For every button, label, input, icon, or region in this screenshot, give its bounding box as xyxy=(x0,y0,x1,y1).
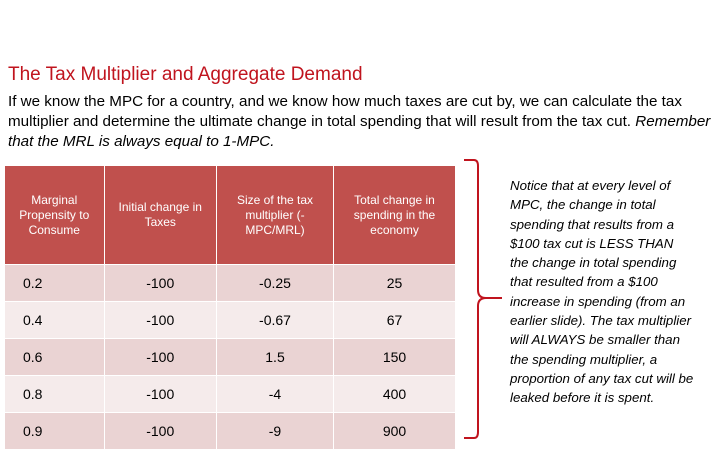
cell-multiplier: -9 xyxy=(216,412,334,449)
cell-mpc: 0.4 xyxy=(5,301,105,339)
cell-multiplier: -0.25 xyxy=(216,264,334,302)
cell-initial-change: -100 xyxy=(104,338,217,376)
table-row: 0.2 -100 -0.25 25 xyxy=(5,264,455,302)
cell-total-change: 150 xyxy=(333,338,455,376)
table-row: 0.9 -100 -9 900 xyxy=(5,412,455,449)
table-row: 0.8 -100 -4 400 xyxy=(5,375,455,413)
right-bracket-icon xyxy=(464,159,502,439)
table-header-row: Marginal Propensity to Consume Initial c… xyxy=(5,166,455,265)
cell-multiplier: 1.5 xyxy=(216,338,334,376)
intro-italic-text: Remember that the MRL is always equal to… xyxy=(8,113,711,150)
cell-mpc: 0.8 xyxy=(5,375,105,413)
slide-title: The Tax Multiplier and Aggregate Demand xyxy=(8,64,363,85)
cell-total-change: 900 xyxy=(333,412,455,449)
cell-mpc: 0.6 xyxy=(5,338,105,376)
cell-total-change: 400 xyxy=(333,375,455,413)
cell-mpc: 0.9 xyxy=(5,412,105,449)
header-mpc: Marginal Propensity to Consume xyxy=(5,166,105,265)
cell-total-change: 67 xyxy=(333,301,455,339)
header-total-change: Total change in spending in the economy xyxy=(333,166,455,265)
header-initial-change: Initial change in Taxes xyxy=(104,166,217,265)
cell-multiplier: -0.67 xyxy=(216,301,334,339)
intro-text: If we know the MPC for a country, and we… xyxy=(8,93,682,130)
header-multiplier-size: Size of the tax multiplier (-MPC/MRL) xyxy=(216,166,334,265)
side-note: Notice that at every level of MPC, the c… xyxy=(510,178,694,406)
table-row: 0.4 -100 -0.67 67 xyxy=(5,301,455,339)
cell-initial-change: -100 xyxy=(104,412,217,449)
tax-multiplier-table: Marginal Propensity to Consume Initial c… xyxy=(5,166,455,449)
cell-initial-change: -100 xyxy=(104,301,217,339)
cell-multiplier: -4 xyxy=(216,375,334,413)
cell-initial-change: -100 xyxy=(104,375,217,413)
cell-total-change: 25 xyxy=(333,264,455,302)
cell-initial-change: -100 xyxy=(104,264,217,302)
cell-mpc: 0.2 xyxy=(5,264,105,302)
intro-paragraph: If we know the MPC for a country, and we… xyxy=(8,92,714,152)
table-row: 0.6 -100 1.5 150 xyxy=(5,338,455,376)
